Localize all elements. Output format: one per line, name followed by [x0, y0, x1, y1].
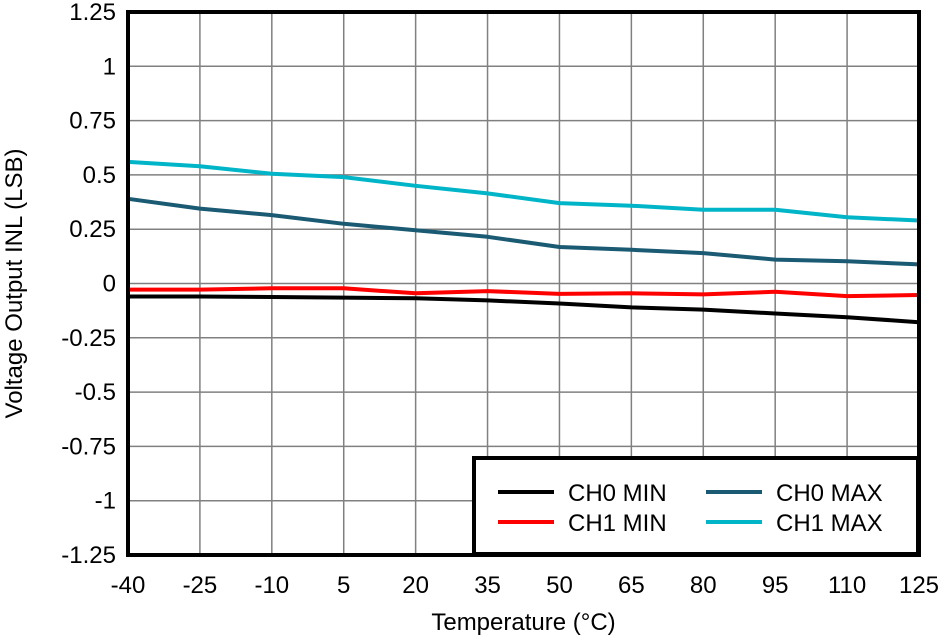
legend-box — [472, 456, 920, 556]
legend: CH0 MIN CH0 MAX CH1 MIN CH1 MAX — [472, 456, 920, 556]
x-axis-label: Temperature (°C) — [431, 609, 615, 635]
y-axis-ticks: 1.25 1 0.75 0.5 0.25 0 -0.25 -0.5 -0.75 -1 -1.25 — [61, 0, 116, 569]
x-tick-label: 80 — [690, 572, 717, 599]
x-tick-label: -10 — [254, 572, 289, 599]
x-tick-label: 50 — [546, 572, 573, 599]
x-tick-label: 110 — [828, 572, 866, 599]
x-tick-label: 65 — [618, 572, 645, 599]
y-tick-label: -0.25 — [61, 325, 116, 352]
series-line-ch1-max — [126, 159, 921, 223]
y-tick-label: 1 — [103, 53, 116, 80]
y-tick-label: -1.25 — [61, 542, 116, 569]
legend-label: CH0 MAX — [776, 480, 883, 507]
x-tick-label: 35 — [474, 572, 501, 599]
y-tick-label: 0 — [103, 271, 116, 298]
x-tick-label: 5 — [337, 572, 350, 599]
y-tick-label: -0.75 — [61, 433, 116, 460]
x-tick-label: -40 — [111, 572, 146, 599]
y-tick-label: 0.25 — [69, 216, 116, 243]
y-tick-label: 0.75 — [69, 108, 116, 135]
y-tick-label: 1.25 — [69, 0, 116, 26]
y-tick-label: -0.5 — [75, 379, 116, 406]
x-tick-label: 125 — [899, 572, 939, 599]
series-line-ch0-min — [126, 294, 921, 325]
series-lines — [126, 159, 921, 325]
x-axis-ticks: -40 -25 -10 5 20 35 50 65 80 95 110 125 — [111, 572, 939, 599]
legend-label: CH1 MIN — [568, 510, 667, 537]
legend-label: CH1 MAX — [776, 510, 883, 537]
x-tick-label: 20 — [402, 572, 429, 599]
x-tick-label: 95 — [762, 572, 789, 599]
series-line-ch1-min — [126, 286, 921, 299]
x-tick-label: -25 — [183, 572, 218, 599]
series-line-ch0-max — [126, 196, 921, 267]
legend-label: CH0 MIN — [568, 480, 667, 507]
y-tick-label: 0.5 — [83, 162, 116, 189]
y-axis-label: Voltage Output INL (LSB) — [1, 149, 28, 419]
y-tick-label: -1 — [95, 488, 116, 515]
